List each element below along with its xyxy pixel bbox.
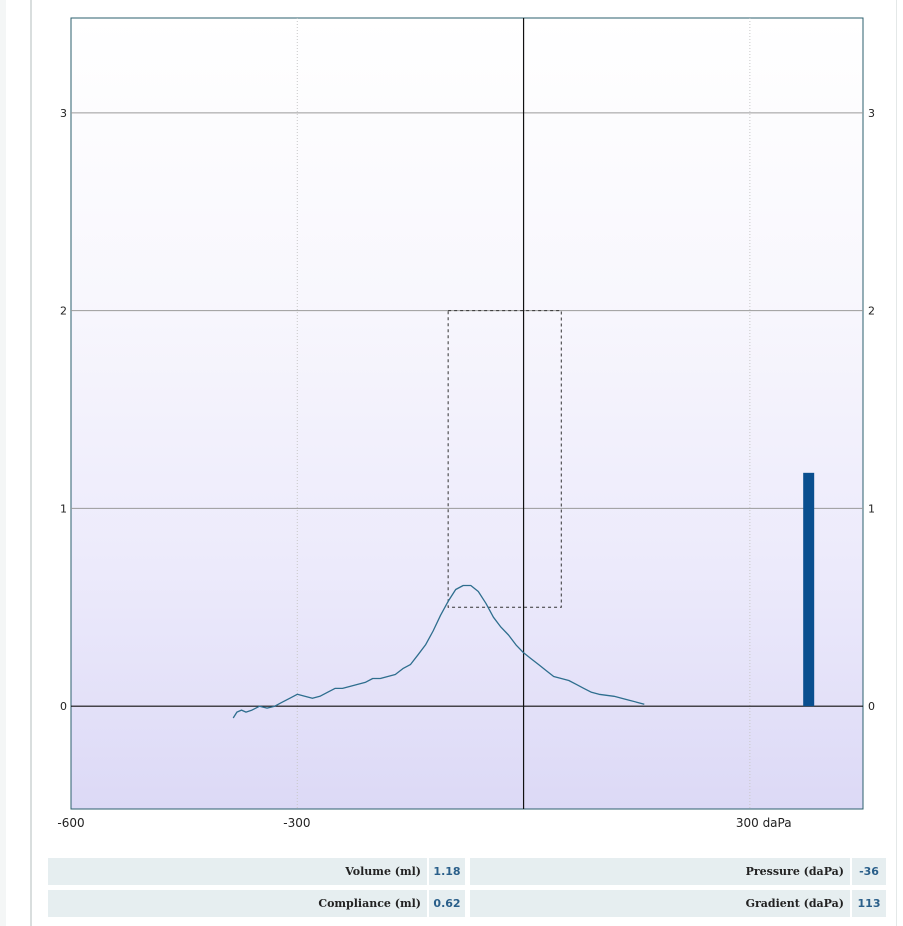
x-tick-label--600: -600 [57,816,84,830]
y-tick-label-right-1: 1 [868,502,875,515]
gradient-label: Gradient (daPa) [470,890,850,917]
window-edge [0,0,6,926]
series-group [232,584,645,719]
volume-bar [803,472,815,707]
compliance-curve-0 [232,584,645,719]
compliance-value: 0.62 [429,890,465,917]
volume-bar-group [803,472,815,707]
volume-label: Volume (ml) [48,858,427,885]
y-tick-label-left-1: 1 [60,502,67,515]
normal-range-box [447,310,562,608]
tympanogram-chart: 0 0 1 1 2 2 3 3 -600 -300 300 daPa [57,17,875,830]
gradient-value: 113 [852,890,886,917]
y-tick-label-right-0: 0 [868,700,875,713]
pressure-label: Pressure (daPa) [470,858,850,885]
plot-area [70,17,864,810]
axis-lines [71,18,863,809]
x-tick-label-300: 300 daPa [736,816,792,830]
volume-value: 1.18 [429,858,465,885]
panel-divider-right [896,0,897,926]
y-tick-label-left-3: 3 [60,107,67,120]
y-tick-label-left-0: 0 [60,700,67,713]
pressure-value: -36 [852,858,886,885]
stats-row-2: Compliance (ml) 0.62 Gradient (daPa) 113 [48,890,886,917]
panel-divider [30,0,32,926]
tick-labels: 0 0 1 1 2 2 3 3 -600 -300 300 daPa [57,107,875,830]
x-tick-label--300: -300 [283,816,310,830]
y-tick-label-right-3: 3 [868,107,875,120]
y-tick-label-left-2: 2 [60,305,67,318]
stats-row-1: Volume (ml) 1.18 Pressure (daPa) -36 [48,858,886,885]
compliance-label: Compliance (ml) [48,890,427,917]
y-tick-label-right-2: 2 [868,305,875,318]
reference-region [447,310,562,608]
